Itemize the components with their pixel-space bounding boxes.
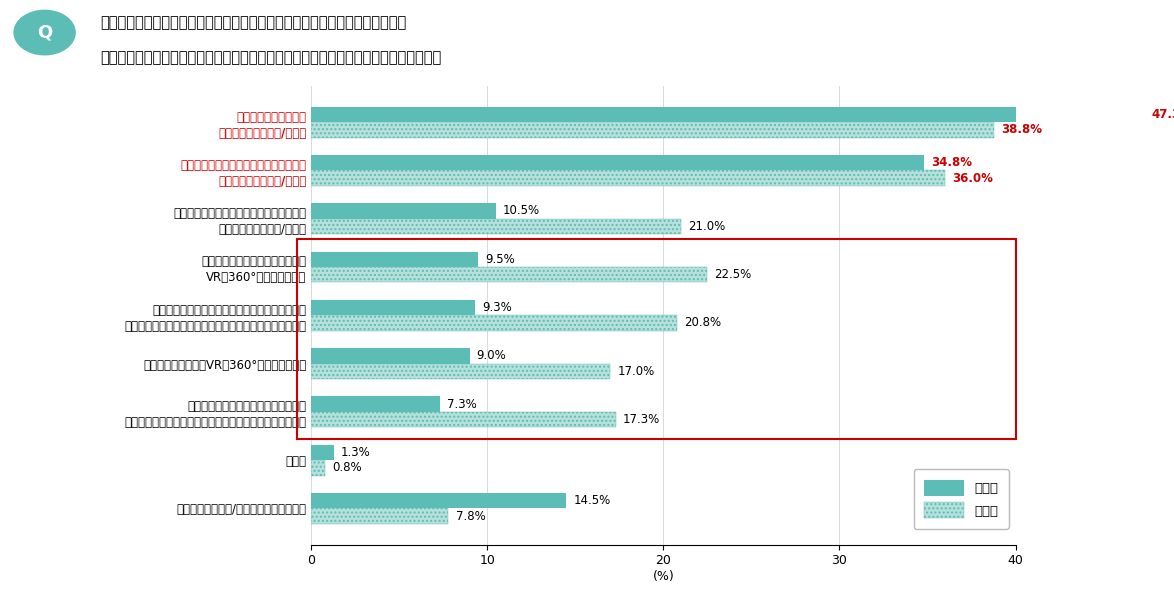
Text: 20.8%: 20.8%: [684, 317, 722, 330]
Legend: 経験者, 検討者: 経験者, 検討者: [913, 469, 1008, 529]
Text: 【検討者】希望する内見方法について当てはまるものをお選びください。（複数回答）: 【検討者】希望する内見方法について当てはまるものをお選びください。（複数回答）: [100, 50, 441, 65]
Text: 7.8%: 7.8%: [456, 510, 485, 523]
Text: 9.0%: 9.0%: [477, 349, 506, 362]
Text: 14.5%: 14.5%: [574, 494, 610, 507]
Bar: [311, 348, 470, 363]
Text: 1.3%: 1.3%: [342, 446, 371, 459]
Bar: [311, 445, 335, 460]
Bar: [311, 460, 325, 475]
Text: 9.3%: 9.3%: [483, 301, 512, 314]
X-axis label: (%): (%): [653, 570, 674, 583]
Text: Q: Q: [38, 24, 52, 41]
Bar: [311, 363, 610, 379]
Bar: [311, 218, 681, 234]
Bar: [311, 252, 479, 267]
Text: 17.3%: 17.3%: [622, 413, 660, 426]
Text: 21.0%: 21.0%: [688, 220, 726, 233]
Text: 0.8%: 0.8%: [332, 461, 362, 474]
Bar: [311, 267, 707, 282]
Text: 47.3%: 47.3%: [1151, 108, 1174, 121]
Bar: [311, 509, 448, 524]
Text: 【経験者】住まいを探した際、内見はどのように行いましたか？（複数回答）: 【経験者】住まいを探した際、内見はどのように行いましたか？（複数回答）: [100, 15, 406, 30]
Bar: [311, 122, 994, 137]
Text: 36.0%: 36.0%: [952, 172, 993, 185]
Bar: [311, 396, 439, 412]
Bar: [311, 155, 924, 170]
Bar: [311, 107, 1145, 122]
Bar: [311, 170, 945, 186]
Text: 9.5%: 9.5%: [486, 253, 515, 266]
Text: 7.3%: 7.3%: [446, 398, 477, 411]
Bar: [297, 239, 1016, 439]
Bar: [311, 493, 567, 509]
Bar: [311, 300, 474, 315]
Text: 38.8%: 38.8%: [1001, 123, 1043, 136]
Text: 22.5%: 22.5%: [714, 268, 751, 281]
Text: 34.8%: 34.8%: [931, 156, 972, 169]
Bar: [311, 412, 616, 427]
Bar: [311, 203, 495, 218]
Text: 17.0%: 17.0%: [618, 365, 655, 378]
Text: 10.5%: 10.5%: [504, 204, 540, 217]
Bar: [311, 316, 677, 331]
